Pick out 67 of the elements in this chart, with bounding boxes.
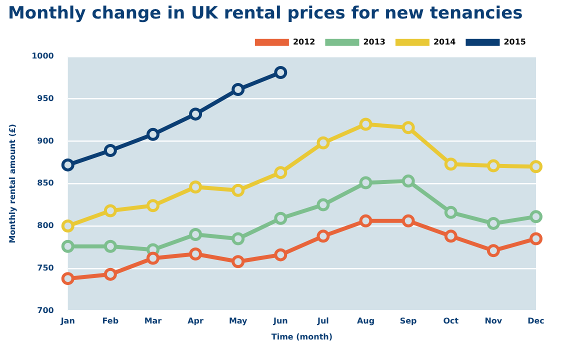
point bbox=[486, 244, 500, 258]
x-tick-label: Feb bbox=[102, 316, 119, 326]
legend-label: 2015 bbox=[504, 37, 526, 46]
point bbox=[444, 158, 458, 171]
point bbox=[232, 184, 245, 197]
point bbox=[316, 230, 330, 243]
point bbox=[530, 210, 542, 224]
point bbox=[359, 176, 372, 190]
legend-label: 2012 bbox=[292, 37, 316, 46]
point bbox=[402, 121, 415, 134]
x-tick-label: Dec bbox=[528, 316, 545, 326]
y-axis-title: Monthly rental amount (£) bbox=[8, 124, 17, 244]
point bbox=[189, 228, 202, 241]
point bbox=[316, 198, 330, 212]
y-tick-label: 700 bbox=[37, 306, 54, 315]
y-tick-label: 800 bbox=[37, 221, 54, 230]
x-tick-label: Sep bbox=[400, 316, 418, 326]
x-tick-label: May bbox=[228, 316, 248, 326]
point bbox=[189, 180, 202, 194]
y-tick-label: 850 bbox=[37, 178, 54, 188]
point bbox=[189, 108, 202, 121]
point bbox=[232, 255, 245, 268]
x-tick-label: Aug bbox=[356, 316, 375, 326]
x-tick-label: Jul bbox=[316, 316, 330, 326]
point bbox=[530, 160, 542, 174]
y-tick-label: 900 bbox=[37, 136, 54, 146]
point bbox=[274, 248, 288, 262]
point bbox=[444, 230, 458, 243]
x-tick-label: Nov bbox=[484, 316, 503, 326]
point bbox=[402, 174, 415, 188]
y-tick-label: 1000 bbox=[32, 51, 54, 60]
x-tick-label: Apr bbox=[188, 316, 204, 326]
point bbox=[486, 159, 500, 172]
point bbox=[61, 220, 74, 232]
point bbox=[316, 136, 330, 150]
legend-label: 2013 bbox=[363, 37, 386, 46]
point bbox=[232, 82, 245, 96]
x-tick-label: Jan bbox=[60, 316, 76, 326]
point bbox=[444, 206, 458, 219]
y-tick-label: 750 bbox=[37, 263, 54, 272]
point bbox=[232, 232, 245, 246]
point bbox=[61, 158, 74, 172]
point bbox=[104, 144, 117, 158]
point bbox=[274, 212, 288, 225]
chart-title: Monthly change in UK rental prices for new tenancies bbox=[8, 4, 523, 24]
point bbox=[189, 247, 202, 260]
point bbox=[61, 240, 74, 253]
point bbox=[104, 204, 117, 218]
point bbox=[402, 214, 415, 228]
point bbox=[146, 252, 160, 265]
legend-label: 2014 bbox=[433, 37, 456, 46]
x-tick-label: Oct bbox=[443, 316, 459, 326]
point bbox=[486, 216, 500, 230]
point bbox=[359, 214, 372, 228]
point bbox=[274, 166, 288, 180]
point bbox=[146, 128, 160, 141]
point bbox=[104, 240, 117, 253]
point bbox=[274, 66, 288, 80]
point bbox=[146, 199, 160, 212]
x-tick-label: Jun bbox=[272, 316, 288, 326]
point bbox=[104, 268, 117, 281]
point bbox=[359, 118, 372, 131]
y-tick-label: 950 bbox=[37, 94, 54, 103]
x-axis-title: Time (month) bbox=[271, 332, 332, 342]
x-tick-label: Mar bbox=[144, 316, 162, 326]
point bbox=[530, 232, 542, 246]
point bbox=[61, 272, 74, 286]
